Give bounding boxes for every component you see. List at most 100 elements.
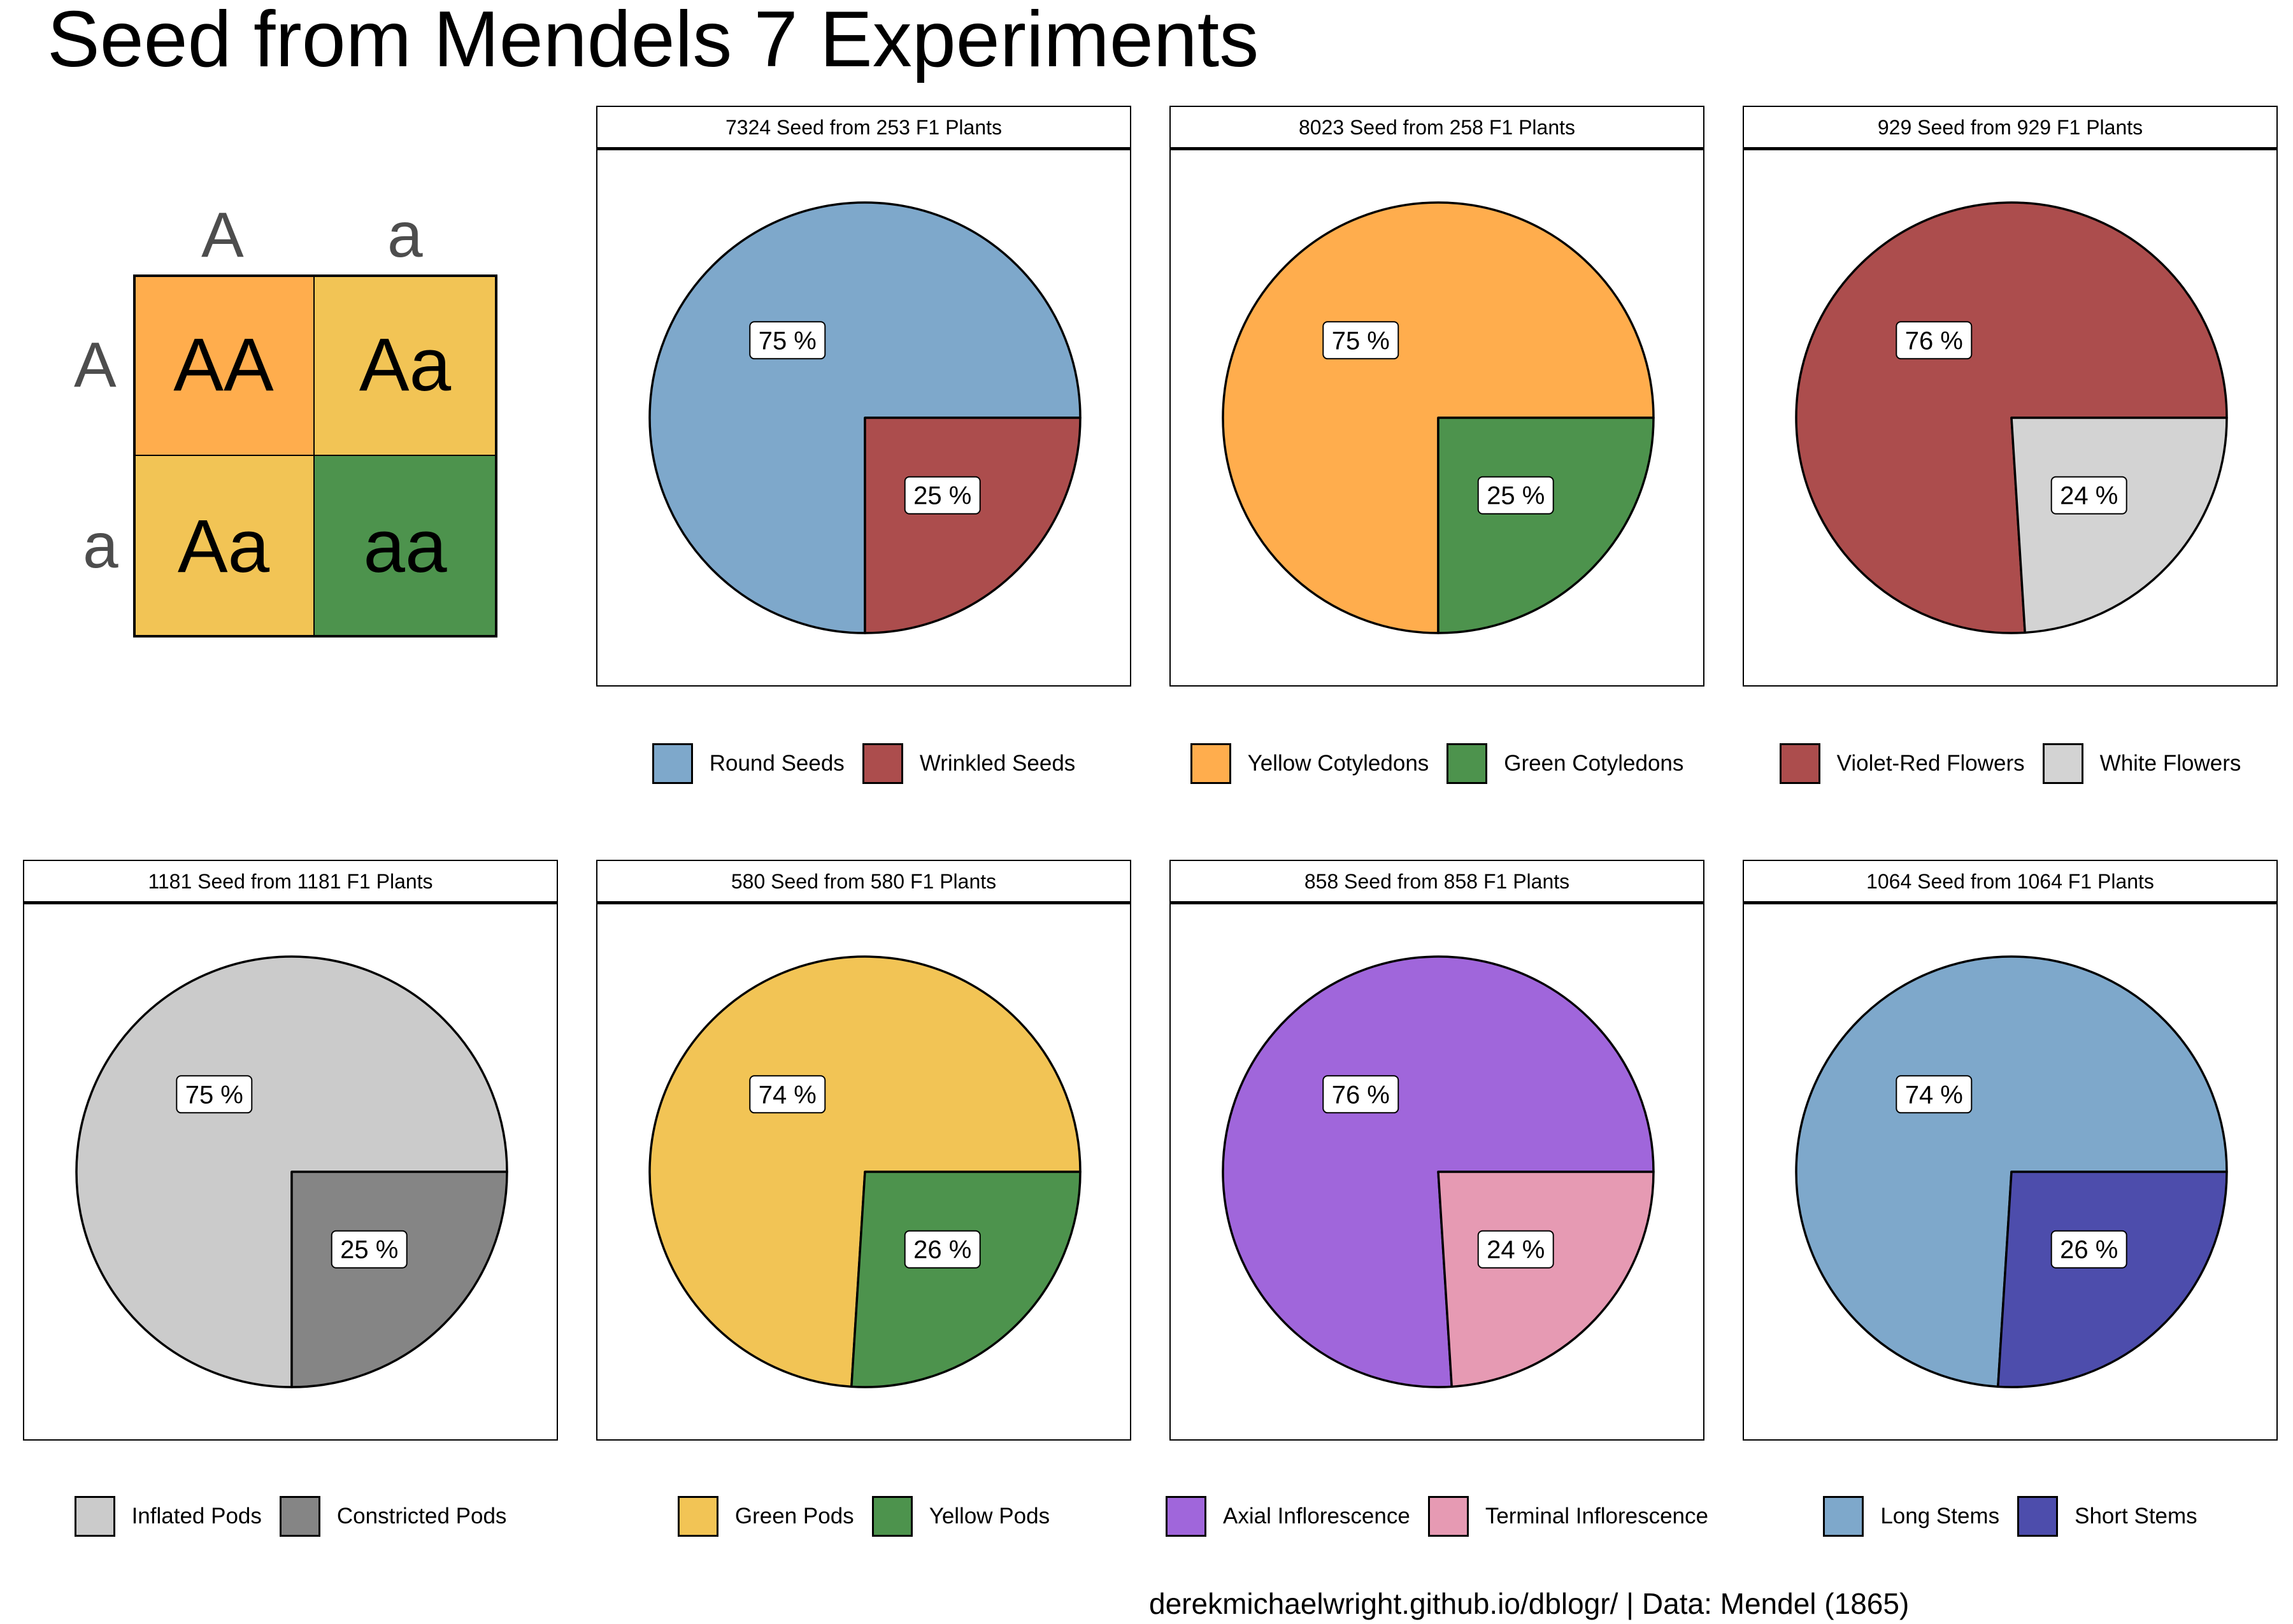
legend-item: Green Cotyledons <box>1447 743 1683 784</box>
pie-label-box <box>1477 1230 1554 1269</box>
legend: Axial Inflorescence Terminal Inflorescen… <box>1166 1494 1708 1539</box>
legend-label: Yellow Cotyledons <box>1247 751 1429 776</box>
pie-panel: 7324 Seed from 253 F1 Plants 75 % 25 % <box>596 106 1131 687</box>
pie-slice <box>1997 1171 2228 1388</box>
pie-label-text: 75 % <box>759 327 817 355</box>
pie-label-text: 74 % <box>1905 1081 1963 1109</box>
legend-swatch <box>871 1496 913 1537</box>
punnett-col-header: a <box>387 199 423 271</box>
legend-swatch <box>279 1496 320 1537</box>
pie-data-label: 75 % <box>176 1075 253 1114</box>
pie-data-label: 26 % <box>904 1230 981 1269</box>
legend-swatch <box>1190 743 1231 784</box>
legend: Round Seeds Wrinkled Seeds <box>596 741 1131 786</box>
pie-label-box <box>749 1075 826 1114</box>
legend-label: Wrinkled Seeds <box>919 751 1076 776</box>
pie-slice <box>850 1171 1082 1388</box>
legend-label: Long Stems <box>1880 1504 2000 1528</box>
legend: Long Stems Short Stems <box>1743 1494 2278 1539</box>
legend: Yellow Cotyledons Green Cotyledons <box>1169 741 1704 786</box>
pie-label-box <box>1322 1075 1399 1114</box>
pie-label-text: 75 % <box>185 1081 243 1109</box>
legend-item: Terminal Inflorescence <box>1427 1496 1708 1537</box>
legend-swatch <box>1779 743 1820 784</box>
pie-chart: 75 % 25 % <box>648 201 1082 634</box>
pie-slice <box>1222 201 1655 634</box>
legend: Inflated Pods Constricted Pods <box>23 1494 558 1539</box>
pie-label-box <box>1896 1075 1973 1114</box>
legend-item: Long Stems <box>1823 1496 1999 1537</box>
legend: Green Pods Yellow Pods <box>596 1494 1131 1539</box>
pie-label-box <box>1322 321 1399 360</box>
legend-item: Yellow Pods <box>871 1496 1050 1537</box>
legend-swatch <box>652 743 693 784</box>
legend-swatch <box>2017 1496 2059 1537</box>
pie-slice <box>648 201 1082 634</box>
pie-label-box <box>1896 321 1973 360</box>
legend-item: Round Seeds <box>652 743 845 784</box>
pie-data-label: 75 % <box>749 321 826 360</box>
legend-swatch <box>1427 1496 1469 1537</box>
pie-chart: 76 % 24 % <box>1222 955 1655 1388</box>
pie-label-box <box>904 1230 981 1269</box>
punnett-col-header: A <box>201 199 244 271</box>
pie-label-box <box>331 1230 408 1269</box>
pie-label-text: 24 % <box>2060 482 2118 510</box>
legend-swatch <box>677 1496 718 1537</box>
pie-slice <box>864 417 1082 634</box>
legend-label: Yellow Pods <box>929 1504 1050 1528</box>
punnett-cell: aa <box>315 456 496 637</box>
legend-swatch <box>2042 743 2083 784</box>
punnett-row-header: A <box>74 329 117 401</box>
legend: Violet-Red Flowers White Flowers <box>1743 741 2278 786</box>
pie-data-label: 25 % <box>1477 476 1554 515</box>
punnett-row-header: a <box>83 510 118 581</box>
pie-slice <box>1437 1171 1655 1388</box>
pie-chart: 74 % 26 % <box>648 955 1082 1388</box>
punnett-border <box>133 274 497 637</box>
legend-label: Constricted Pods <box>336 1504 507 1528</box>
legend-label: Green Cotyledons <box>1504 751 1684 776</box>
pie-slice <box>75 955 508 1388</box>
legend-swatch <box>74 1496 115 1537</box>
pie-data-label: 76 % <box>1896 321 1973 360</box>
pie-label-box <box>904 476 981 515</box>
pie-panel: 580 Seed from 580 F1 Plants 74 % 26 % <box>596 860 1131 1441</box>
pie-label-text: 76 % <box>1332 1081 1390 1109</box>
pie-slice <box>1437 417 1655 634</box>
legend-item: Axial Inflorescence <box>1166 1496 1410 1537</box>
legend-swatch <box>1166 1496 1207 1537</box>
legend-label: Short Stems <box>2075 1504 2197 1528</box>
pie-label-text: 74 % <box>759 1081 817 1109</box>
legend-swatch <box>1823 1496 1864 1537</box>
legend-label: White Flowers <box>2099 751 2241 776</box>
panel-title: 580 Seed from 580 F1 Plants <box>597 861 1130 904</box>
panel-title: 7324 Seed from 253 F1 Plants <box>597 107 1130 150</box>
pie-data-label: 26 % <box>2050 1230 2127 1269</box>
pie-chart: 74 % 26 % <box>1795 955 2228 1388</box>
pie-label-box <box>2050 1230 2127 1269</box>
panel-title: 929 Seed from 929 F1 Plants <box>1744 107 2276 150</box>
pie-label-text: 76 % <box>1905 327 1963 355</box>
legend-label: Terminal Inflorescence <box>1485 1504 1708 1528</box>
pie-panel: 8023 Seed from 258 F1 Plants 75 % 25 % <box>1169 106 1704 687</box>
pie-panel: 929 Seed from 929 F1 Plants 76 % 24 % <box>1743 106 2278 687</box>
legend-item: Green Pods <box>677 1496 854 1537</box>
pie-label-text: 26 % <box>2060 1236 2118 1264</box>
pie-chart: 75 % 25 % <box>75 955 508 1388</box>
legend-label: Inflated Pods <box>131 1504 262 1528</box>
pie-slice <box>2010 417 2228 634</box>
pie-data-label: 25 % <box>904 476 981 515</box>
pie-data-label: 24 % <box>2050 476 2127 515</box>
pie-label-box <box>749 321 826 360</box>
pie-panel: 1064 Seed from 1064 F1 Plants 74 % 26 % <box>1743 860 2278 1441</box>
pie-data-label: 75 % <box>1322 321 1399 360</box>
pie-label-box <box>2050 476 2127 515</box>
legend-item: Constricted Pods <box>279 1496 507 1537</box>
legend-label: Violet-Red Flowers <box>1836 751 2025 776</box>
legend-label: Round Seeds <box>709 751 845 776</box>
legend-swatch <box>1447 743 1488 784</box>
legend-item: Violet-Red Flowers <box>1779 743 2025 784</box>
pie-data-label: 25 % <box>331 1230 408 1269</box>
page-title: Seed from Mendels 7 Experiments <box>47 0 1259 83</box>
